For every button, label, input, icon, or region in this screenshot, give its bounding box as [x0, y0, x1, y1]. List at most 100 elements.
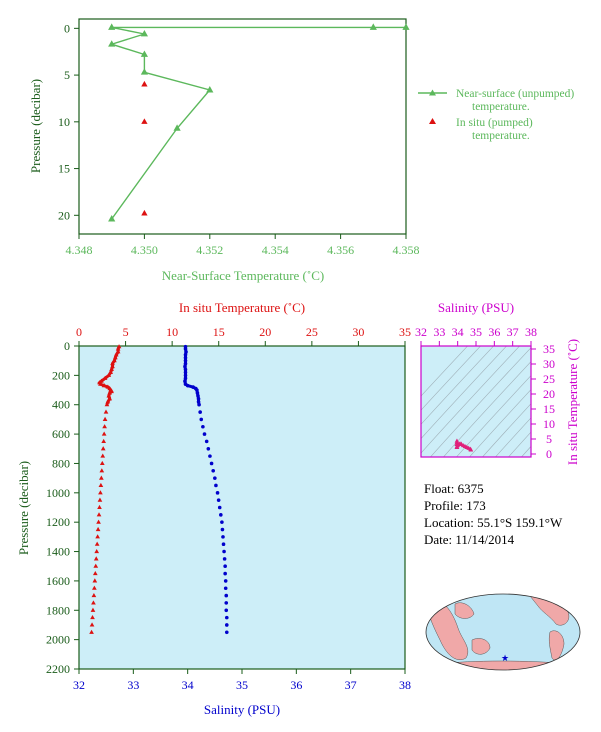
near-surface-temperature-point: [206, 86, 214, 93]
temperature-point: [101, 438, 107, 443]
temperature-tick-label: 15: [213, 325, 225, 339]
ts-x-tick-label: 33: [433, 325, 445, 339]
temperature-point: [90, 607, 96, 612]
salinity-point: [199, 417, 204, 422]
temperature-point: [89, 622, 95, 627]
density-contour-line: [421, 346, 507, 440]
map-land-australia: [471, 638, 491, 655]
temperature-point: [102, 416, 108, 421]
temperature-point: [107, 390, 113, 395]
temperature-point: [94, 541, 100, 546]
salinity-point: [216, 498, 221, 502]
salinity-point: [196, 394, 200, 398]
temperature-point: [103, 409, 109, 414]
top-plot-frame: [78, 18, 407, 235]
salinity-point: [222, 549, 226, 554]
ts-points: [454, 438, 474, 452]
temperature-point: [99, 468, 105, 473]
temperature-axis-label: In situ Temperature (˚C): [179, 300, 305, 315]
temperature-point: [96, 512, 102, 517]
top-y-tick-label: 15: [58, 162, 70, 176]
temperature-tick-label: 35: [399, 325, 411, 339]
temperature-point: [113, 352, 119, 357]
temperature-point: [100, 446, 106, 451]
salinity-point: [185, 383, 190, 388]
in-situ-temperature-point: [141, 118, 148, 124]
temperature-point: [91, 600, 96, 605]
temperature-profile-markers: [89, 344, 122, 634]
main-y-axis-label: Pressure (decibar): [16, 461, 31, 555]
temperature-point: [98, 482, 104, 488]
temperature-point: [102, 424, 107, 429]
salinity-point: [183, 373, 188, 378]
top-y-axis-label: Pressure (decibar): [28, 79, 43, 173]
pressure-tick-label: 0: [64, 339, 70, 353]
temperature-axis-ticks: 0 5 10 15 20 25 30 35: [76, 325, 411, 346]
salinity-point: [183, 358, 188, 363]
salinity-axis-ticks: 32 33 34 35 36 37 38: [73, 669, 411, 692]
ts-x-ticks: 32 33 34 35 36 37 38: [415, 325, 537, 346]
temperature-point: [105, 399, 111, 404]
temperature-point: [90, 615, 95, 620]
salinity-point: [209, 461, 214, 466]
salinity-point: [224, 615, 229, 620]
near-surface-temperature-point: [369, 23, 377, 30]
salinity-point: [219, 513, 223, 517]
near-surface-temperature-point: [140, 50, 148, 57]
ts-x-tick-label: 38: [525, 325, 537, 339]
salinity-point: [183, 353, 188, 357]
salinity-tick-label: 33: [127, 678, 139, 692]
temperature-point: [112, 358, 117, 363]
temperature-tick-label: 0: [76, 325, 82, 339]
map-outline: [425, 593, 581, 671]
temperature-point: [92, 570, 98, 576]
ts-x-tick-label: 36: [488, 325, 500, 339]
temperature-point: [93, 563, 99, 568]
temperature-point: [91, 592, 97, 598]
temperature-point: [95, 526, 101, 532]
temperature-tick-label: 20: [259, 325, 271, 339]
near-surface-temperature-markers: [108, 23, 410, 222]
temperature-tick-label: 30: [352, 325, 364, 339]
top-x-axis-label: Near-Surface Temperature (˚C): [162, 268, 324, 283]
pressure-tick-label: 200: [52, 368, 70, 382]
salinity-point: [183, 364, 187, 369]
top-x-tick-label: 4.356: [327, 243, 354, 257]
near-surface-temperature-point: [140, 29, 148, 37]
ts-y-tick-label: 10: [543, 417, 555, 431]
salinity-tick-label: 38: [399, 678, 411, 692]
legend-entry-near-surface-line1: Near-surface (unpumped): [456, 88, 574, 100]
density-contour-line: [469, 389, 531, 457]
temperature-point: [101, 431, 107, 436]
pressure-axis-ticks: 0 200 400 600 800 1000 1200 1400 1600 1800 2000 220…: [46, 339, 79, 676]
density-contour-line: [430, 347, 531, 457]
temperature-point: [100, 453, 106, 458]
ts-y-tick-label: 30: [543, 357, 555, 371]
legend-entry-in-situ-line2: temperature.: [472, 130, 530, 142]
salinity-point: [183, 367, 188, 372]
salinity-point: [223, 564, 227, 569]
temperature-point: [98, 381, 103, 386]
salinity-point: [183, 361, 188, 366]
ts-y-tick-label: 20: [543, 387, 555, 401]
temperature-point: [99, 460, 105, 466]
salinity-point: [183, 376, 188, 381]
top-x-tick-label: 4.358: [393, 243, 420, 257]
temperature-point: [94, 548, 100, 554]
main-plot-frame: [78, 345, 406, 670]
density-contour-line: [495, 417, 531, 457]
ts-x-tick-label: 32: [415, 325, 427, 339]
temperature-point: [89, 629, 94, 634]
top-y-ticks: 0 5 10 15 20: [58, 21, 79, 222]
temperature-point: [98, 490, 103, 495]
salinity-point: [206, 446, 211, 451]
temperature-salinity-profile-chart: 0 5 10 15 20 25 30 35 32 33 34 35 36 37 38 0 200 400 600…: [16, 300, 411, 717]
salinity-point: [223, 571, 227, 576]
top-x-ticks: 4.348 4.350 4.352 4.354 4.356 4.358: [66, 234, 420, 257]
profile-number: Profile: 173: [424, 498, 486, 513]
salinity-profile-markers: [183, 344, 229, 635]
temperature-tick-label: 25: [306, 325, 318, 339]
near-surface-temperature-point: [173, 124, 181, 131]
float-location-star-icon: ★: [501, 654, 509, 664]
